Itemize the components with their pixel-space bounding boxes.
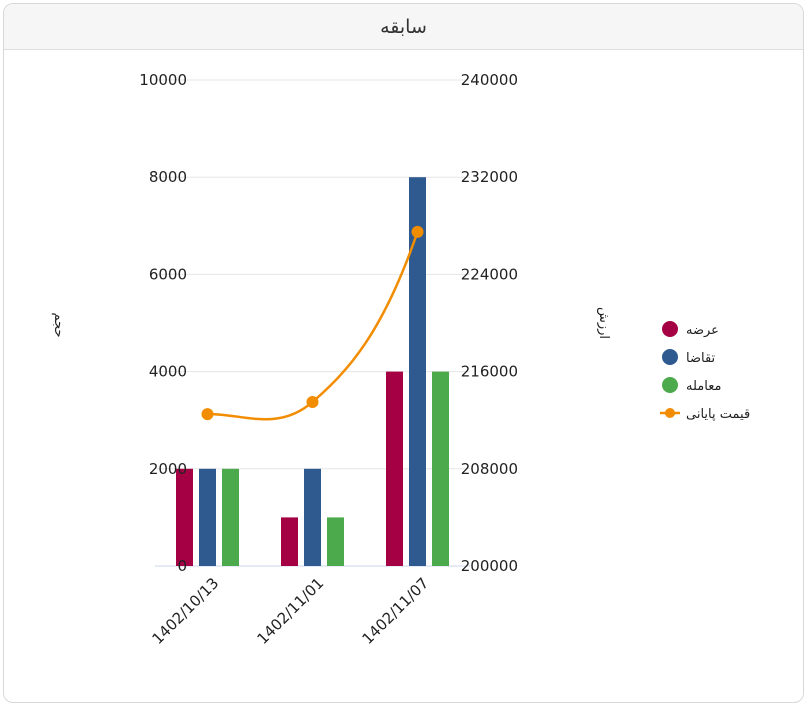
legend-marker[interactable] xyxy=(662,377,678,393)
panel-title: سابقه xyxy=(380,15,427,38)
y-right-tick-label: 208000 xyxy=(461,460,518,478)
y-right-tick-label: 224000 xyxy=(461,265,518,283)
bar-2-3[interactable] xyxy=(409,177,426,566)
x-tick-label: 1402/11/07 xyxy=(358,574,432,648)
price-point-2[interactable] xyxy=(306,395,319,408)
legend-marker[interactable] xyxy=(665,408,675,418)
y-right-tick-label: 216000 xyxy=(461,363,518,381)
x-tick-label: 1402/10/13 xyxy=(148,574,222,648)
price-line xyxy=(201,225,424,421)
y-left-tick-label: 2000 xyxy=(149,460,187,478)
x-tick-label: 1402/11/01 xyxy=(253,574,327,648)
bar-1-2[interactable] xyxy=(281,517,298,566)
bar-3-3[interactable] xyxy=(432,371,449,566)
price-point-1[interactable] xyxy=(201,408,214,421)
bar-2-2[interactable] xyxy=(304,468,321,566)
y-left-tick-label: 6000 xyxy=(149,265,187,283)
legend: عرضه تقاضا معامله قیمت پایانی xyxy=(660,321,750,422)
legend-label[interactable]: تقاضا xyxy=(686,351,716,366)
legend-marker[interactable] xyxy=(662,349,678,365)
y-right-tick-label: 232000 xyxy=(461,168,518,186)
y-left-tick-label: 4000 xyxy=(149,363,187,381)
legend-label[interactable]: عرضه xyxy=(686,323,719,338)
price-point-3[interactable] xyxy=(411,225,424,238)
bar-2-1[interactable] xyxy=(199,468,216,566)
y-left-tick-label: 10000 xyxy=(139,71,187,89)
bar-1-3[interactable] xyxy=(386,371,403,566)
bar-1-1[interactable] xyxy=(176,468,193,566)
y-right-tick-label: 240000 xyxy=(461,71,518,89)
legend-label[interactable]: معامله xyxy=(686,379,721,394)
bars xyxy=(176,177,449,566)
y-left-axis-title: حجم xyxy=(51,312,66,337)
bar-3-1[interactable] xyxy=(222,468,239,566)
y-right-axis-title: ارزش xyxy=(596,307,611,339)
y-left-tick-label: 8000 xyxy=(149,168,187,186)
panel-header: سابقه xyxy=(4,4,803,50)
legend-label[interactable]: قیمت پایانی xyxy=(686,407,750,422)
y-right-tick-label: 200000 xyxy=(461,557,518,575)
y-left-tick-label: 0 xyxy=(177,557,187,575)
bar-3-2[interactable] xyxy=(327,517,344,566)
legend-marker[interactable] xyxy=(662,321,678,337)
